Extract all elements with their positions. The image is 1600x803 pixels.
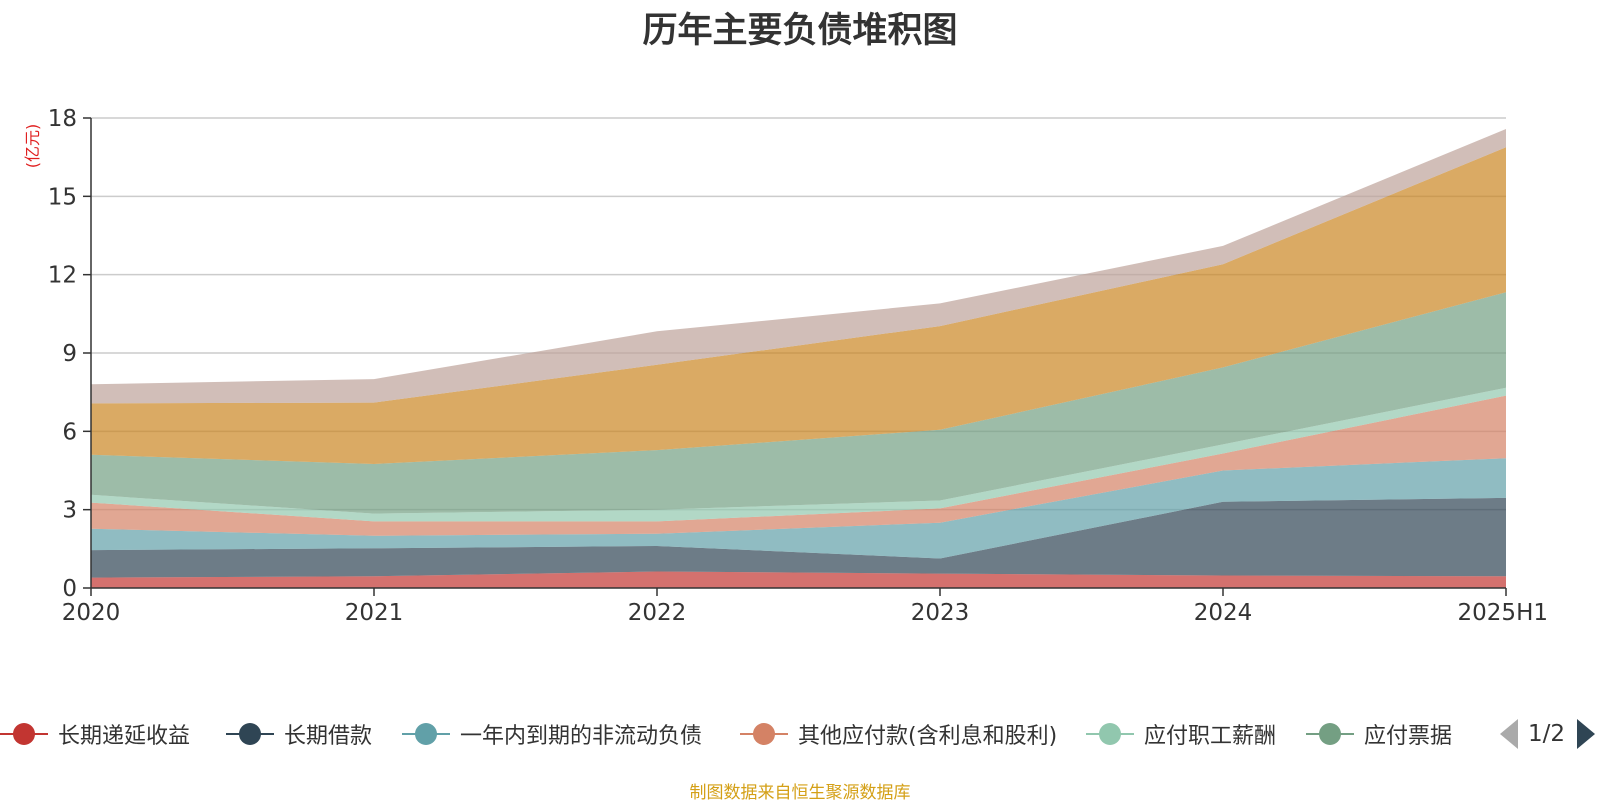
legend-item[interactable]: 其他应付款(含利息和股利) (740, 716, 1057, 752)
area-series[interactable] (91, 395, 1506, 536)
y-tick-label: 0 (62, 576, 77, 602)
y-axis-unit-label: (亿元) (23, 124, 42, 169)
legend-item[interactable]: 长期递延收益 (0, 716, 190, 752)
legend-page-indicator: 1/2 (1528, 721, 1566, 747)
y-tick-label: 3 (62, 498, 77, 524)
source-note: 制图数据来自恒生聚源数据库 (689, 783, 911, 803)
y-tick-label: 15 (48, 184, 77, 210)
area-series[interactable] (91, 292, 1506, 514)
legend-item[interactable]: 应付职工薪酬 (1086, 716, 1276, 752)
area-series[interactable] (91, 147, 1506, 464)
y-tick-label: 12 (48, 263, 77, 289)
x-tick-label: 2023 (911, 600, 970, 626)
legend-marker-icon (740, 719, 788, 749)
area-series[interactable] (91, 458, 1506, 559)
legend-label: 应付职工薪酬 (1144, 724, 1277, 749)
x-tick-label: 2022 (628, 600, 687, 626)
y-tick-label: 18 (48, 106, 77, 132)
legend-marker-icon (0, 719, 48, 749)
legend-item[interactable]: 应付票据 (1306, 716, 1452, 752)
y-tick-label: 9 (62, 341, 77, 367)
legend-item[interactable]: 一年内到期的非流动负债 (402, 716, 702, 752)
x-tick-label: 2025H1 (1458, 600, 1548, 626)
legend-label: 一年内到期的非流动负债 (460, 724, 703, 749)
legend-next-page-icon[interactable] (1577, 719, 1596, 749)
legend-marker-icon (226, 719, 274, 749)
x-tick-label: 2021 (345, 600, 404, 626)
legend-marker-icon (1306, 719, 1354, 749)
legend-label: 长期借款 (284, 724, 373, 749)
legend-label: 其他应付款(含利息和股利) (798, 724, 1058, 749)
axes: 0 3 6 9 12 15 18 2020 2021 2022 2023 2024 2025H1 (48, 106, 1548, 626)
area-series-layer (91, 129, 1506, 588)
legend-prev-page-icon[interactable] (1500, 719, 1518, 749)
area-series[interactable] (91, 387, 1506, 522)
legend-label: 应付票据 (1364, 724, 1453, 749)
area-series[interactable] (91, 571, 1506, 589)
legend-pager: 1/2 (1500, 716, 1596, 752)
x-tick-label: 2024 (1194, 600, 1253, 626)
x-tick-label: 2020 (62, 600, 121, 626)
legend-label: 长期递延收益 (58, 724, 191, 749)
y-tick-label: 6 (62, 419, 77, 445)
chart-title: 历年主要负债堆积图 (642, 11, 958, 51)
legend: 长期递延收益 长期借款 一年内到期的非流动负债 其他应付款(含利息和股利) 应付职工薪酬… (0, 716, 1500, 752)
legend-marker-icon (402, 719, 450, 749)
area-series[interactable] (91, 497, 1506, 578)
legend-item[interactable]: 长期借款 (226, 716, 372, 752)
legend-marker-icon (1086, 719, 1134, 749)
